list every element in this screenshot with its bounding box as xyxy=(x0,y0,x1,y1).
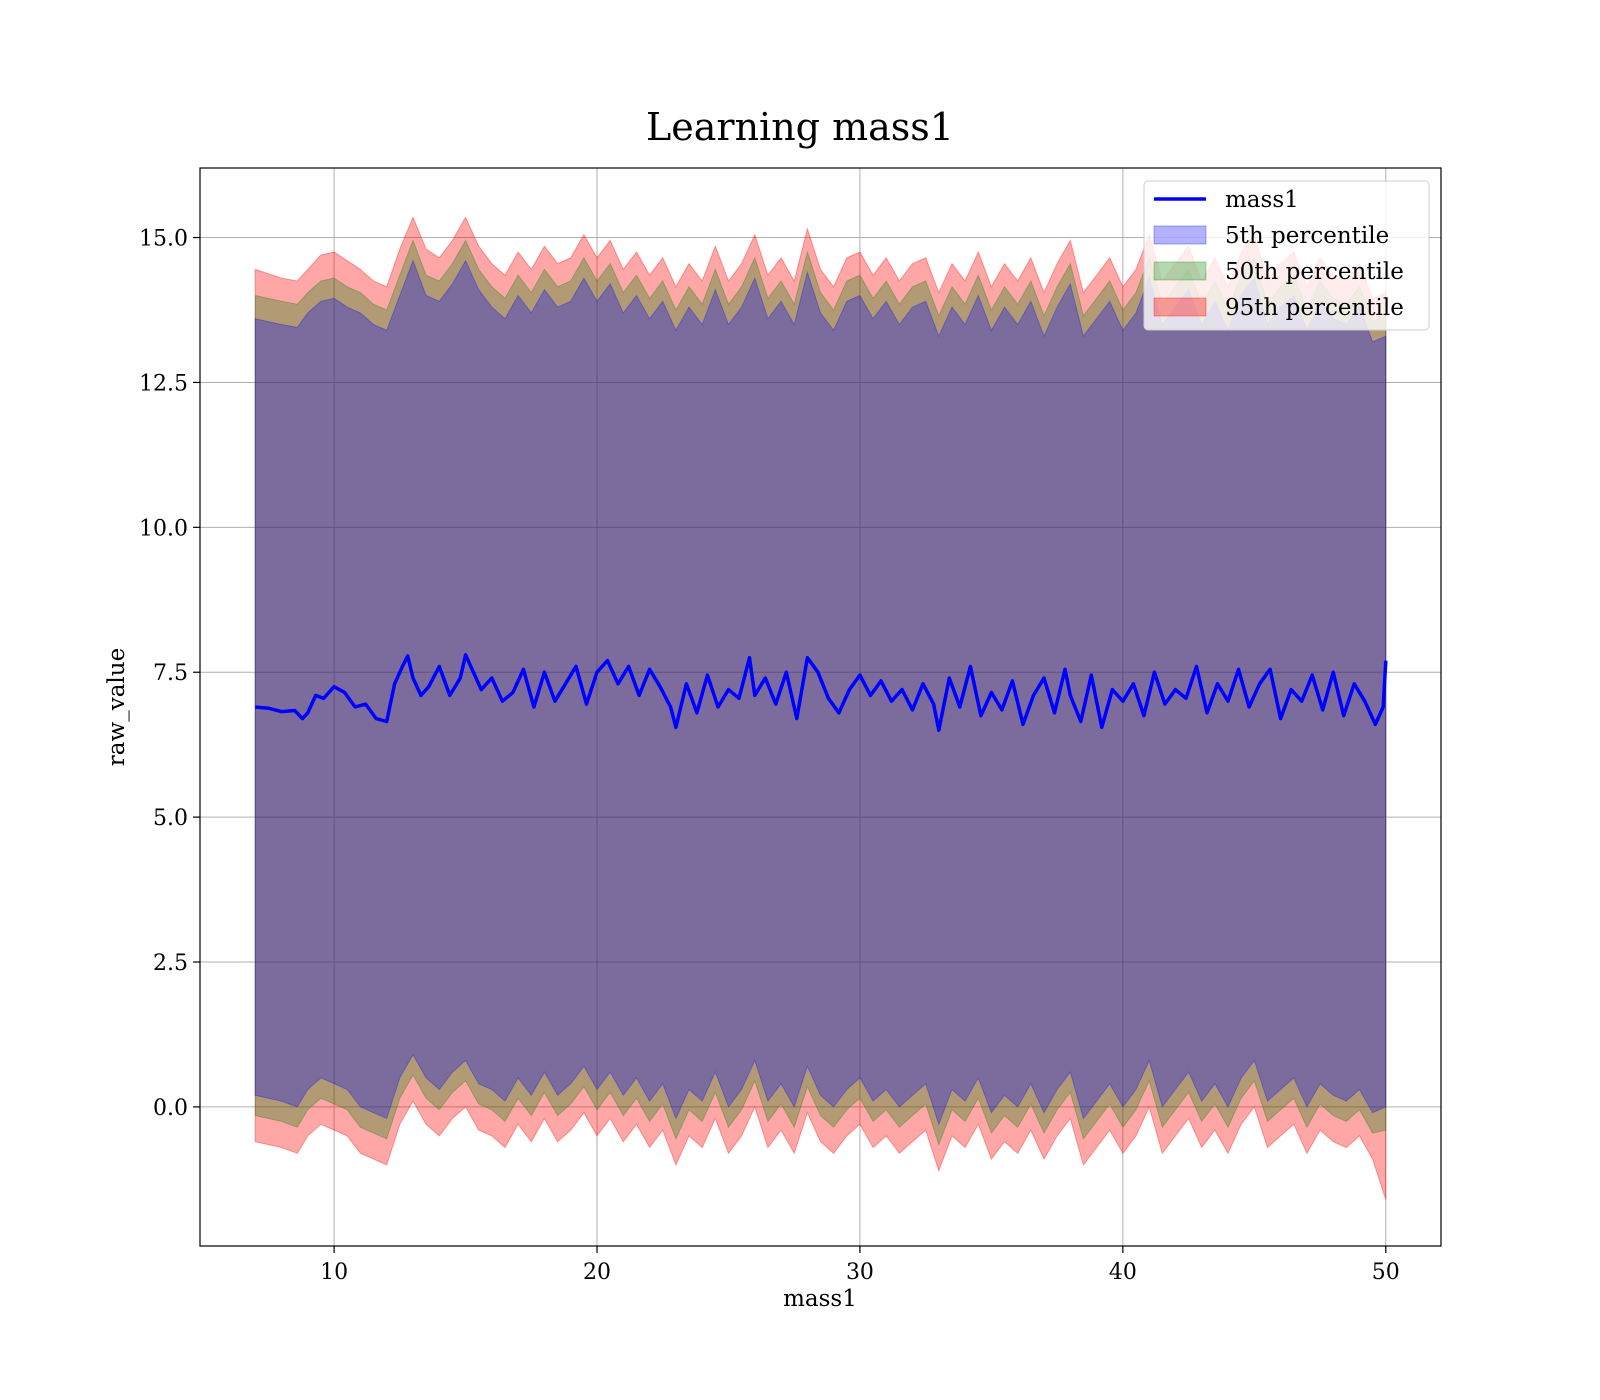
legend-box xyxy=(1143,180,1430,331)
series-line-group xyxy=(255,653,1388,732)
plot-frame xyxy=(199,167,1442,1247)
percentile-bands xyxy=(254,215,1387,1200)
x-tick-label: 10 xyxy=(320,1260,348,1285)
legend-label-95th: 95th percentile xyxy=(1225,295,1404,321)
y-tick-label: 5.0 xyxy=(153,806,188,831)
band-5th xyxy=(254,259,1387,1126)
series-line-mass1 xyxy=(255,653,1388,732)
x-tick-label: 30 xyxy=(846,1260,874,1285)
y-axis-label: raw_value xyxy=(104,648,130,766)
legend-swatch-50th xyxy=(1153,261,1207,281)
legend: mass1 5th percentile 50th percentile 95t… xyxy=(1143,180,1430,331)
legend-label-5th: 5th percentile xyxy=(1225,223,1389,249)
y-tick-label: 0.0 xyxy=(153,1096,188,1121)
y-tick-label: 15.0 xyxy=(139,227,188,252)
x-tick-label: 50 xyxy=(1372,1260,1400,1285)
band-50th xyxy=(254,238,1387,1147)
y-tick-label: 10.0 xyxy=(139,516,188,541)
x-tick-label: 20 xyxy=(583,1260,611,1285)
grid xyxy=(200,168,1441,1246)
x-axis-label: mass1 xyxy=(783,1286,857,1312)
y-tick-label: 12.5 xyxy=(139,371,188,396)
chart-title: Learning mass1 xyxy=(646,105,954,149)
y-tick-label: 2.5 xyxy=(153,951,188,976)
y-tick-label: 7.5 xyxy=(153,661,188,686)
x-tick-label: 40 xyxy=(1109,1260,1137,1285)
legend-label-mass1: mass1 xyxy=(1225,187,1299,213)
legend-swatch-95th xyxy=(1153,297,1207,317)
x-axis-ticks: 10 20 30 40 50 xyxy=(320,1246,1400,1285)
legend-swatch-5th xyxy=(1153,225,1207,245)
band-95th xyxy=(254,215,1387,1200)
legend-label-50th: 50th percentile xyxy=(1225,259,1404,285)
y-axis-ticks: 0.0 2.5 5.0 7.5 10.0 12.5 15.0 xyxy=(139,227,200,1121)
